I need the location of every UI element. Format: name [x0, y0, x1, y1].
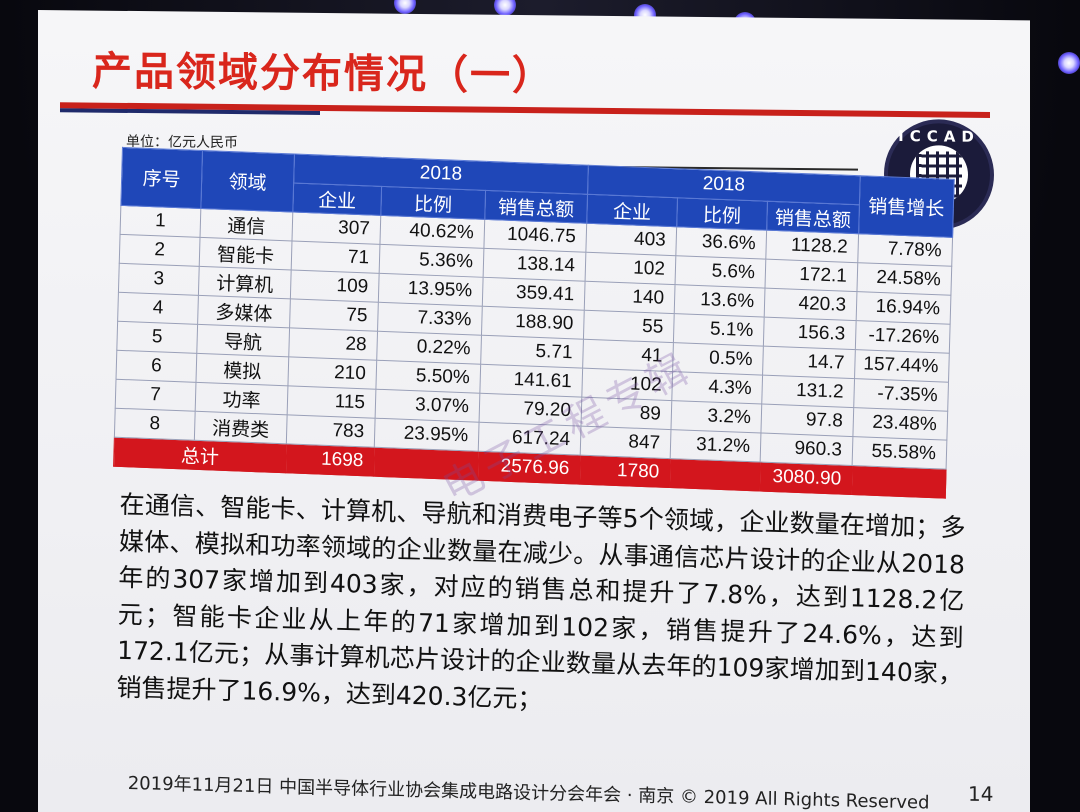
cell-domain: 计算机 — [198, 266, 292, 299]
header-domain: 领域 — [200, 150, 295, 212]
cell-sales: 359.41 — [482, 277, 586, 311]
cell-sales: 156.3 — [763, 317, 857, 350]
cell-companies: 403 — [585, 223, 677, 256]
cell-serial: 3 — [118, 263, 200, 296]
subheader-ratio: 比例 — [380, 186, 486, 220]
page-number: 14 — [968, 781, 994, 807]
cell-companies: 71 — [291, 240, 380, 274]
footer-text: 2019年11月21日 中国半导体行业协会集成电路设计分会年会 · 南京 © 2… — [127, 772, 930, 812]
cell-sales: 1046.75 — [483, 219, 587, 253]
cell-ratio: 7.33% — [377, 302, 483, 336]
cell-sales: 138.14 — [483, 248, 586, 282]
cell-growth: 16.94% — [856, 291, 951, 325]
cell-domain: 通信 — [200, 208, 293, 241]
cell-ratio: 5.36% — [379, 244, 484, 278]
cell-serial: 8 — [114, 408, 196, 441]
cell-growth: -7.35% — [853, 378, 949, 412]
cell-ratio: 5.6% — [675, 255, 766, 289]
cell-growth: 7.78% — [857, 233, 953, 267]
header-serial: 序号 — [120, 147, 203, 209]
cell-serial: 6 — [116, 350, 197, 383]
presentation-slide: 产品领域分布情况（一） 单位：亿元人民币 ICCAD 序号 领域 2018 20… — [38, 10, 1030, 812]
header-growth: 销售增长 — [858, 175, 955, 238]
cell-serial: 1 — [120, 205, 201, 238]
cell-ratio: 3.2% — [670, 400, 762, 434]
subheader-sales: 销售总额 — [766, 201, 860, 234]
stage-light — [494, 0, 516, 16]
cell-growth: 23.48% — [852, 407, 948, 441]
cell-growth: 55.58% — [852, 436, 947, 470]
cell-domain: 消费类 — [194, 411, 288, 444]
subheader-companies: 企业 — [292, 182, 382, 216]
stage-light — [1058, 52, 1080, 74]
cell-ratio: 40.62% — [379, 215, 485, 249]
total-companies-2: 1780 — [579, 455, 671, 488]
cell-companies: 140 — [584, 281, 676, 314]
cell-growth: -17.26% — [855, 320, 951, 354]
cell-companies: 55 — [583, 310, 675, 343]
summary-paragraph: 在通信、智能卡、计算机、导航和消费电子等5个领域，企业数量在增加；多媒体、模拟和… — [116, 489, 966, 714]
cell-growth: 24.58% — [856, 262, 952, 296]
cell-domain: 智能卡 — [199, 237, 292, 270]
cell-sales: 420.3 — [764, 288, 857, 321]
logo-text: ICCAD — [898, 127, 980, 146]
cell-sales: 172.1 — [764, 259, 858, 292]
slide-title: 产品领域分布情况（一） — [92, 48, 554, 100]
cell-sales: 97.8 — [760, 404, 854, 437]
cell-ratio: 31.2% — [670, 429, 761, 463]
total-sales-2: 3080.90 — [759, 462, 853, 495]
cell-growth: 157.44% — [854, 349, 950, 383]
total-companies-1: 1698 — [285, 443, 375, 477]
cell-companies: 307 — [291, 211, 381, 245]
cell-sales: 5.71 — [480, 335, 584, 369]
cell-serial: 5 — [116, 321, 198, 354]
cell-ratio: 0.22% — [376, 331, 482, 365]
cell-domain: 导航 — [196, 324, 290, 357]
cell-companies: 75 — [289, 298, 379, 332]
cell-companies: 109 — [290, 269, 380, 303]
cell-ratio: 3.07% — [375, 389, 480, 423]
cell-ratio: 5.1% — [673, 313, 765, 347]
cell-companies: 115 — [287, 385, 376, 419]
total-label: 总计 — [113, 437, 287, 473]
cell-sales: 960.3 — [760, 433, 853, 466]
cell-domain: 功率 — [195, 382, 288, 415]
cell-sales: 14.7 — [762, 346, 856, 379]
cell-domain: 多媒体 — [197, 295, 291, 328]
cell-sales: 188.90 — [481, 306, 585, 340]
cell-companies: 28 — [288, 327, 378, 361]
cell-ratio: 13.95% — [378, 273, 484, 307]
cell-serial: 4 — [117, 292, 199, 325]
subheader-companies: 企业 — [586, 194, 678, 227]
cell-sales: 1128.2 — [765, 230, 859, 263]
stage-light — [394, 0, 416, 14]
cell-domain: 模拟 — [195, 353, 289, 386]
cell-companies: 783 — [286, 414, 376, 448]
cell-serial: 7 — [115, 379, 196, 412]
cell-ratio: 13.6% — [674, 284, 765, 318]
cell-companies: 210 — [287, 356, 377, 390]
cell-serial: 2 — [119, 234, 201, 267]
cell-companies: 102 — [585, 252, 676, 285]
cell-ratio: 5.50% — [375, 360, 481, 394]
subheader-sales: 销售总额 — [484, 190, 588, 224]
cell-ratio: 36.6% — [675, 226, 767, 260]
cell-sales: 131.2 — [761, 375, 855, 408]
subheader-ratio: 比例 — [676, 197, 768, 231]
